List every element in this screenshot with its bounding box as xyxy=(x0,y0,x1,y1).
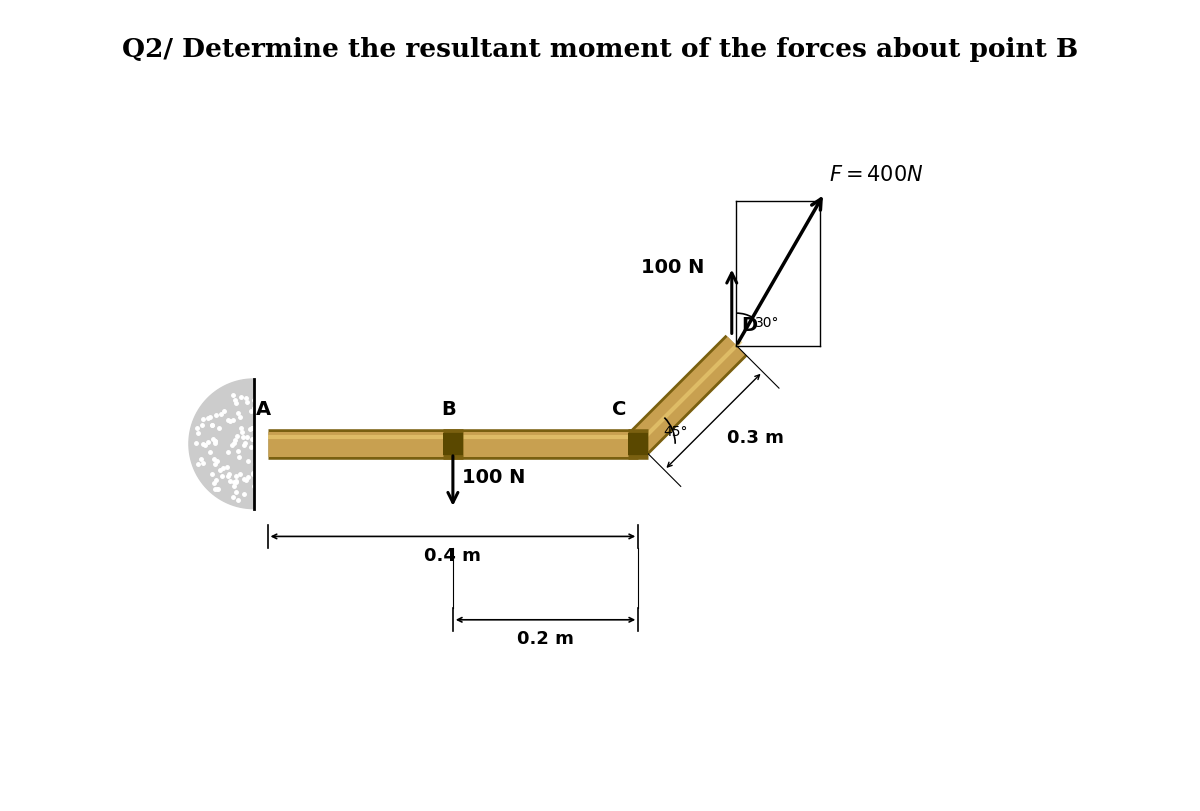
Text: 0.4 m: 0.4 m xyxy=(425,546,481,564)
Text: 30°: 30° xyxy=(755,316,780,330)
Text: $\mathit{F}=400\mathit{N}$: $\mathit{F}=400\mathit{N}$ xyxy=(829,165,924,185)
Text: 100 N: 100 N xyxy=(462,467,526,486)
Text: 0.2 m: 0.2 m xyxy=(517,629,574,647)
Text: B: B xyxy=(440,400,456,418)
Text: A: A xyxy=(256,400,270,418)
Text: D: D xyxy=(742,315,757,335)
Text: 45°: 45° xyxy=(664,425,688,439)
Text: 0.3 m: 0.3 m xyxy=(727,428,785,446)
Text: Q2/ Determine the resultant moment of the forces about point B: Q2/ Determine the resultant moment of th… xyxy=(122,36,1078,62)
Polygon shape xyxy=(188,380,253,509)
Text: 100 N: 100 N xyxy=(641,258,704,277)
Text: C: C xyxy=(612,400,626,418)
